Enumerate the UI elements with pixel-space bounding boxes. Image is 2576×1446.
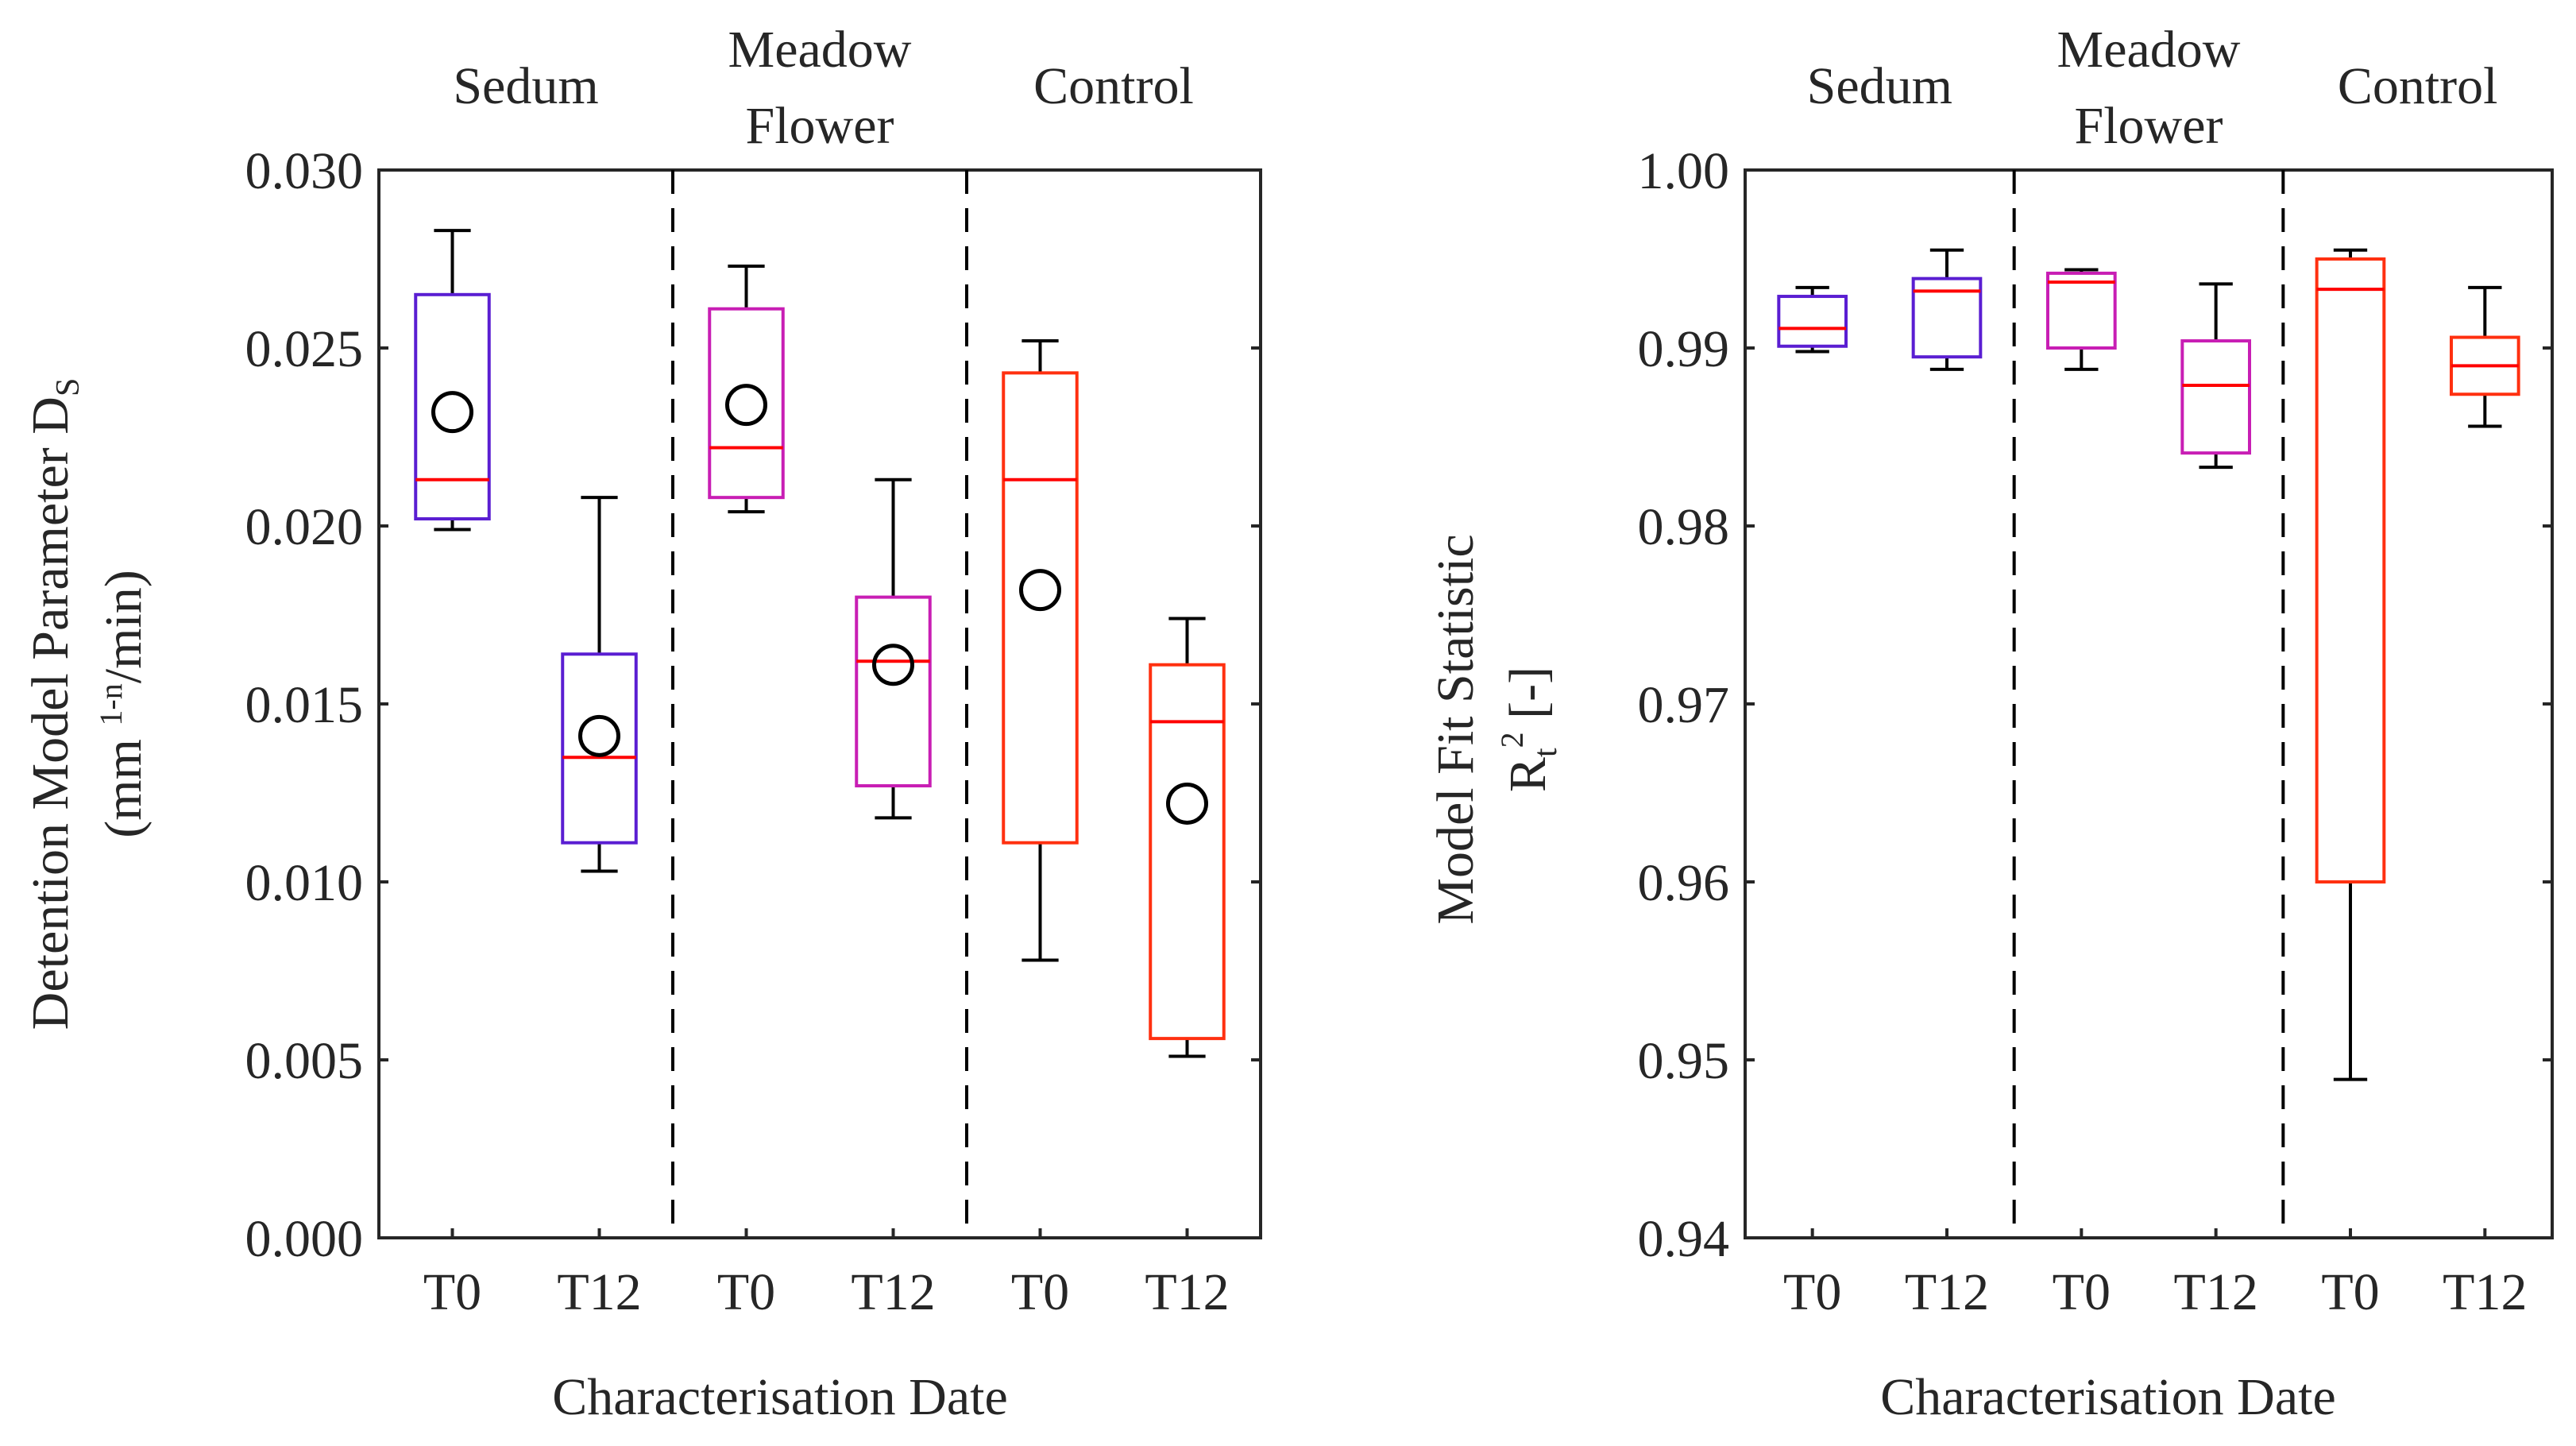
x-tick-label: T12: [851, 1263, 935, 1321]
y-tick-label: 0.98: [1638, 498, 1730, 556]
box-meadow-flower-t0: [2046, 268, 2117, 371]
y-axis-symbol-right: Rt2 [-]: [1494, 667, 1564, 792]
box-control-t12: [1149, 617, 1226, 1058]
group-label: Sedum: [453, 57, 598, 115]
box-iqr: [414, 292, 491, 521]
box-sedum-t12: [1911, 248, 1983, 371]
mean-marker: [578, 714, 620, 757]
group-label: Control: [1033, 57, 1194, 115]
box-iqr: [1777, 295, 1848, 348]
x-tick-label: T12: [557, 1263, 641, 1321]
box-sedum-t12: [561, 496, 638, 873]
x-ticks-right: T0 T12 T0 T12 T0 T12: [1783, 1228, 2527, 1321]
mean-marker: [431, 391, 473, 434]
box-control-t0: [1002, 339, 1079, 962]
y-axis-units-left-superscript: 1-n: [93, 683, 129, 725]
mean-marker: [1019, 569, 1061, 612]
x-tick-label: T0: [1783, 1263, 1841, 1321]
box-iqr: [2315, 257, 2386, 883]
group-labels-right: Sedum Meadow Flower Control: [1807, 21, 2498, 155]
box-iqr: [1149, 663, 1226, 1041]
box-meadow-flower-t12: [855, 477, 932, 820]
y-axis-units-left-suffix: /min): [95, 570, 153, 683]
box-iqr: [561, 652, 638, 845]
y-tick-label: 0.95: [1638, 1032, 1730, 1090]
y-axis-title-left-subscript: S: [50, 378, 87, 396]
y-axis-title-left: Detention Model Parameter DS: [21, 378, 87, 1030]
y-axis-units-left-prefix: (mm: [95, 726, 153, 838]
boxes-right: [1777, 248, 2520, 1081]
box-iqr: [855, 595, 932, 788]
x-tick-label: T0: [2053, 1263, 2111, 1321]
y-tick-label: 0.015: [245, 676, 364, 734]
box-iqr: [2180, 339, 2251, 455]
group-label: Meadow Flower: [2057, 21, 2241, 155]
y-ticks-left: 0.000 0.005 0.010 0.015 0.020 0.025 0.030: [245, 142, 1261, 1268]
box-control-t12: [2450, 285, 2520, 428]
y-tick-label: 1.00: [1638, 142, 1730, 200]
x-tick-label: T12: [1145, 1263, 1229, 1321]
box-sedum-t0: [1777, 285, 1848, 354]
box-meadow-flower-t0: [708, 264, 785, 514]
y-tick-label: 0.94: [1638, 1210, 1730, 1268]
y-tick-label: 0.99: [1638, 320, 1730, 378]
x-ticks-left: T0 T12 T0 T12 T0 T12: [423, 1228, 1230, 1321]
y-tick-label: 0.005: [245, 1032, 364, 1090]
y-tick-label: 0.010: [245, 854, 364, 912]
x-tick-label: T12: [2174, 1263, 2258, 1321]
box-meadow-flower-t12: [2180, 282, 2251, 470]
y-axis-units-left: (mm 1-n/min): [93, 570, 153, 837]
y-tick-label: 0.025: [245, 320, 364, 378]
x-axis-title-left: Characterisation Date: [552, 1368, 1008, 1426]
group-label: Meadow Flower: [728, 21, 912, 155]
box-iqr: [1002, 371, 1079, 845]
box-iqr: [2046, 271, 2117, 350]
box-sedum-t0: [414, 229, 491, 532]
mean-marker: [725, 384, 767, 427]
group-labels-left: Sedum Meadow Flower Control: [453, 21, 1194, 155]
y-tick-label: 0.97: [1638, 676, 1730, 734]
box-iqr: [1911, 276, 1983, 359]
mean-marker: [872, 644, 914, 686]
y-axis-title-left-main: Detention Model Parameter D: [21, 396, 79, 1030]
y-tick-label: 0.030: [245, 142, 364, 200]
x-axis-title-right: Characterisation Date: [1880, 1368, 2336, 1426]
y-tick-label: 0.96: [1638, 854, 1730, 912]
boxes-left: [414, 229, 1226, 1058]
panel-model-fit: 0.940.950.960.970.980.991.00 T0 T12 T0 T12 T…: [1427, 21, 2554, 1426]
group-dividers-right: [2012, 170, 2285, 1238]
mean-marker: [1166, 782, 1208, 825]
group-label: Control: [2338, 57, 2498, 115]
x-tick-label: T0: [1011, 1263, 1069, 1321]
box-control-t0: [2315, 248, 2386, 1081]
x-tick-label: T0: [717, 1263, 775, 1321]
y-ticks-right: 0.94 0.95 0.96 0.97 0.98 0.99 1.00: [1638, 142, 2552, 1268]
x-tick-label: T12: [2443, 1263, 2527, 1321]
panel-detention-parameter: 0.000 0.005 0.010 0.015 0.020 0.025 0.030 T0 T1…: [21, 21, 1262, 1426]
y-axis-symbol-right-main: R: [1499, 757, 1557, 792]
group-label: Sedum: [1807, 57, 1952, 115]
group-dividers-left: [671, 170, 968, 1238]
x-tick-label: T0: [423, 1263, 481, 1321]
y-axis-symbol-right-superscript: 2: [1494, 732, 1530, 748]
x-tick-label: T0: [2321, 1263, 2379, 1321]
y-axis-title-right: Model Fit Statistic: [1427, 534, 1485, 924]
y-tick-label: 0.000: [245, 1210, 364, 1268]
plot-frame-left: [377, 168, 1262, 1239]
box-iqr: [708, 307, 785, 500]
x-tick-label: T12: [1905, 1263, 1989, 1321]
plot-frame-right: [1744, 168, 2554, 1239]
y-axis-symbol-right-suffix: [-]: [1499, 667, 1557, 732]
y-axis-symbol-right-subscript: t: [1527, 748, 1564, 757]
y-tick-label: 0.020: [245, 498, 364, 556]
